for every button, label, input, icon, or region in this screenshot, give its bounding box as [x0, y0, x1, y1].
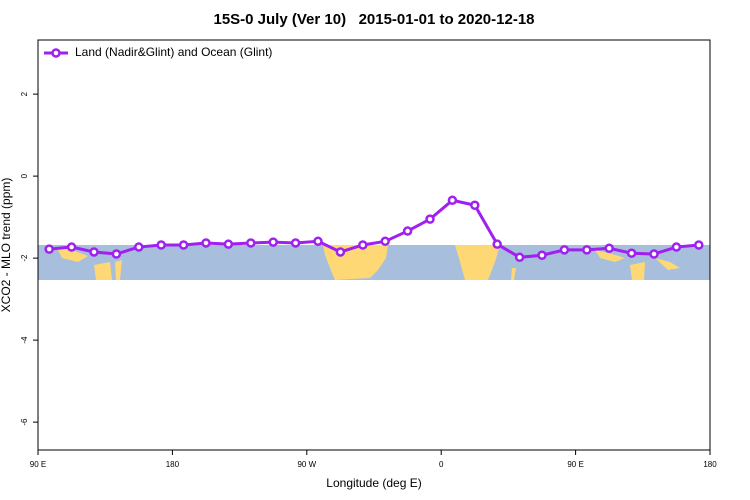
- x-tick-label: 180: [166, 460, 180, 469]
- y-axis-label: XCO2 - MLO trend (ppm): [0, 178, 13, 313]
- data-point: [447, 195, 458, 206]
- chart-title: 15S-0 July (Ver 10) 2015-01-01 to 2020-1…: [213, 11, 534, 28]
- data-point: [223, 239, 234, 249]
- data-point: [694, 240, 704, 250]
- x-tick-label: 90 E: [30, 460, 46, 469]
- data-point: [626, 248, 637, 258]
- data-point: [671, 242, 682, 252]
- data-point: [111, 249, 122, 259]
- data-point: [178, 240, 189, 250]
- legend-marker: [51, 48, 61, 58]
- data-point: [134, 242, 144, 252]
- data-point: [358, 240, 368, 250]
- x-tick-label: 0: [439, 460, 444, 469]
- data-point: [89, 247, 99, 257]
- y-tick-label: -2: [20, 254, 29, 262]
- data-point: [290, 238, 301, 248]
- data-point: [402, 226, 413, 236]
- data-point: [335, 247, 346, 257]
- y-tick-label: -4: [20, 336, 29, 344]
- data-point: [649, 249, 659, 259]
- y-tick-label: 2: [20, 91, 29, 96]
- data-point: [425, 214, 435, 224]
- legend-label: Land (Nadir&Glint) and Ocean (Glint): [75, 45, 272, 59]
- map-background: [38, 245, 710, 280]
- y-tick-label: 0: [20, 173, 29, 178]
- data-point: [604, 243, 614, 254]
- data-point: [582, 245, 592, 255]
- data-point: [201, 238, 211, 248]
- x-tick-label: 180: [703, 460, 717, 469]
- data-point: [44, 244, 54, 254]
- data-point: [313, 236, 323, 247]
- data-point: [66, 242, 77, 252]
- plot-frame: [37, 39, 711, 451]
- y-tick-label: -6: [20, 418, 29, 426]
- x-axis-label: Longitude (deg E): [326, 476, 421, 490]
- data-point: [537, 250, 547, 260]
- data-point: [380, 236, 390, 247]
- x-tick-label: 90 E: [567, 460, 583, 469]
- data-point: [514, 252, 525, 263]
- data-point: [268, 237, 278, 247]
- data-point: [470, 200, 480, 210]
- data-point: [246, 238, 256, 248]
- data-point: [492, 239, 502, 249]
- data-point: [156, 240, 166, 250]
- data-point: [559, 245, 570, 255]
- x-tick-label: 90 W: [297, 460, 316, 469]
